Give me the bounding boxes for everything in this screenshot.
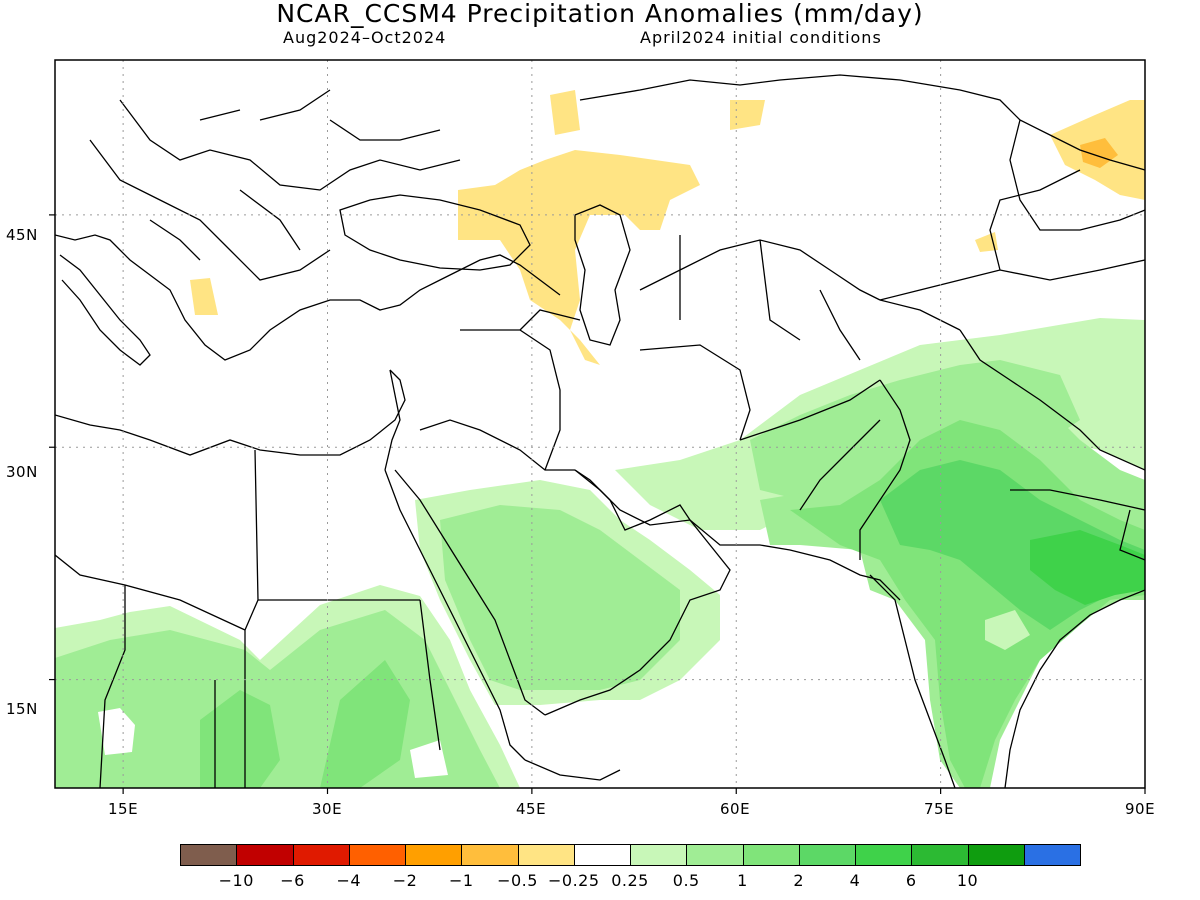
anomaly-sahel-core	[200, 660, 410, 788]
forecast-period: Aug2024–Oct2024	[283, 28, 447, 47]
colorbar-label: 4	[849, 871, 861, 890]
lon-tick-60e: 60E	[720, 800, 751, 818]
colorbar-label: −2	[392, 871, 418, 890]
anomaly-mongolia-dry	[975, 100, 1145, 252]
lat-tick-45n: 45N	[6, 226, 38, 244]
lon-tick-30e: 30E	[312, 800, 343, 818]
colorbar-label: −6	[280, 871, 305, 890]
colorbar-label: −10	[218, 871, 254, 890]
colorbar-swatch	[236, 844, 294, 866]
colorbar-label: −4	[336, 871, 362, 890]
lat-tick-15n: 15N	[6, 700, 38, 718]
anomaly-balkans-dry	[190, 278, 218, 315]
map-frame	[54, 59, 1146, 789]
anomaly-fields	[55, 90, 1145, 788]
russia-coast	[579, 74, 1145, 231]
central-asia-borders	[639, 235, 961, 361]
colorbar-label: 0.5	[672, 871, 700, 890]
lon-tick-75e: 75E	[924, 800, 955, 818]
anomaly-bengal-core	[1030, 530, 1145, 605]
gridlines	[55, 60, 1145, 788]
anomaly-india-gap	[985, 610, 1030, 650]
india-borders	[859, 379, 1145, 561]
colorbar-swatch	[405, 844, 463, 866]
levant-coast	[384, 369, 401, 471]
colorbar-swatch	[911, 844, 969, 866]
arabia-coast	[544, 469, 731, 716]
persian-gulf	[574, 469, 901, 601]
europe-coast	[55, 234, 561, 361]
anomaly-caucasus-dry	[550, 90, 765, 135]
middle-east-borders	[419, 309, 881, 511]
colorbar-swatch	[180, 844, 238, 866]
colorbar-swatch	[742, 844, 800, 866]
colorbar-label: 1	[737, 871, 748, 890]
colorbar-swatch	[348, 844, 406, 866]
india-east-coast	[1004, 589, 1145, 788]
italy-coast	[59, 254, 151, 366]
colorbar-swatch	[967, 844, 1025, 866]
colorbar-label: −1	[448, 871, 474, 890]
horn-africa	[524, 759, 621, 781]
colorbar-swatch	[292, 844, 350, 866]
anomaly-arabia-mid	[440, 505, 680, 690]
initial-conditions: April2024 initial conditions	[640, 28, 882, 47]
colorbar-swatch	[855, 844, 913, 866]
colorbar-swatch	[573, 844, 631, 866]
anomaly-blacksea-dry	[458, 150, 700, 365]
lat-tick-30n: 30N	[6, 463, 38, 481]
caspian-sea	[574, 204, 631, 346]
mediterranean-south	[55, 369, 406, 456]
lon-tick-90e: 90E	[1125, 800, 1156, 818]
africa-borders	[55, 449, 441, 788]
colorbar-label: −0.25	[547, 871, 600, 890]
lon-tick-15e: 15E	[108, 800, 139, 818]
china-borders	[879, 169, 1145, 471]
colorbar-swatch	[798, 844, 856, 866]
chart-title: NCAR_CCSM4 Precipitation Anomalies (mm/d…	[276, 0, 924, 28]
colorbar-label: 0.25	[611, 871, 649, 890]
lon-tick-45e: 45E	[516, 800, 547, 818]
coastlines-and-borders	[55, 74, 1145, 788]
colorbar-label: −0.5	[497, 871, 538, 890]
colorbar-swatch	[1023, 844, 1081, 866]
colorbar-label: 6	[905, 871, 917, 890]
colorbar-swatch	[686, 844, 744, 866]
tick-marks	[49, 214, 1146, 794]
europe-borders	[89, 89, 461, 281]
red-sea	[384, 469, 546, 761]
anomaly-mongolia-core	[1080, 138, 1118, 168]
india-west-coast	[869, 574, 956, 788]
colorbar-swatch	[630, 844, 688, 866]
black-sea	[339, 194, 531, 271]
colorbar-swatch	[461, 844, 519, 866]
colorbar-label: 2	[793, 871, 805, 890]
colorbar-label: 10	[956, 871, 979, 890]
colorbar-swatch	[517, 844, 575, 866]
